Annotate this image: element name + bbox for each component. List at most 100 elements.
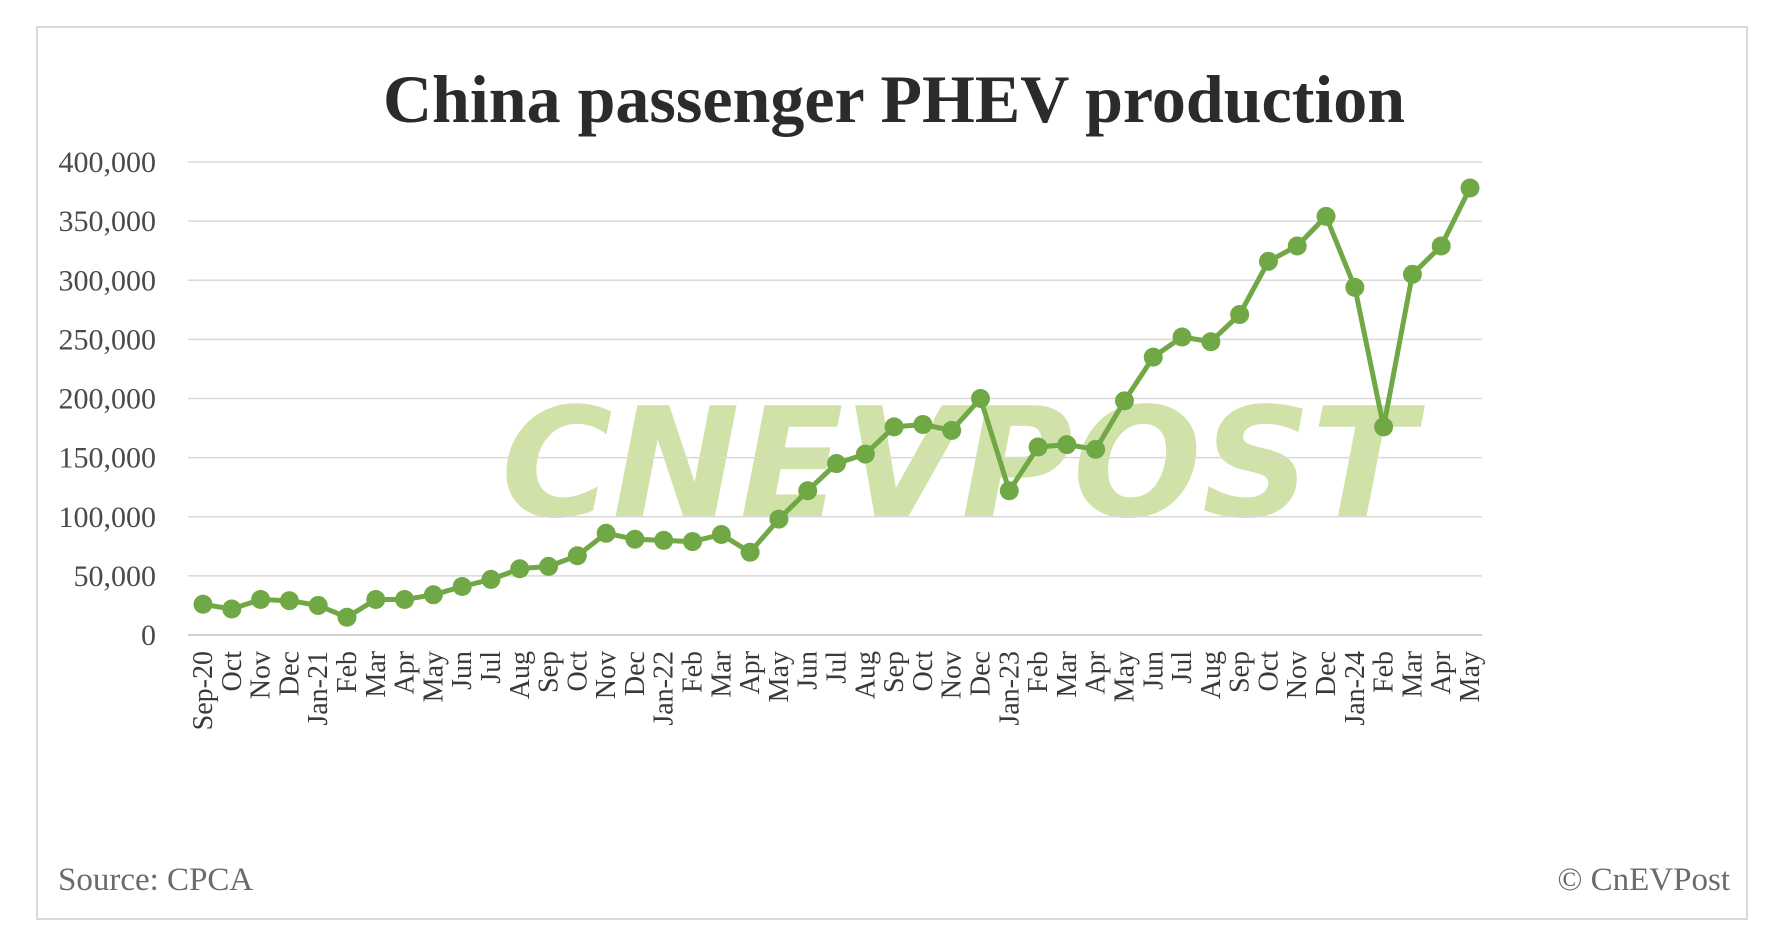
data-point bbox=[567, 546, 587, 566]
x-tick-label: Oct bbox=[217, 651, 248, 692]
data-point bbox=[452, 577, 472, 597]
data-point bbox=[625, 529, 645, 549]
x-tick-label: Mar bbox=[1052, 650, 1083, 697]
x-tick-label: Aug bbox=[850, 651, 881, 699]
data-point bbox=[769, 509, 789, 529]
x-tick-label: Nov bbox=[937, 651, 968, 699]
x-tick-label: Oct bbox=[908, 651, 939, 692]
x-tick-label: Oct bbox=[1253, 651, 1284, 692]
x-tick-label: Mar bbox=[361, 650, 392, 697]
source-note: Source: CPCA bbox=[58, 862, 253, 898]
x-tick-label: Jun bbox=[447, 651, 478, 690]
data-point bbox=[855, 444, 875, 464]
x-tick-label: Feb bbox=[332, 651, 363, 693]
data-point bbox=[913, 415, 933, 435]
data-point bbox=[510, 559, 530, 579]
data-point bbox=[395, 590, 415, 610]
y-tick-label: 200,000 bbox=[59, 383, 157, 416]
x-tick-label: Jul bbox=[1167, 651, 1198, 684]
x-tick-label: Sep bbox=[534, 651, 565, 693]
x-tick-label: Nov bbox=[1282, 651, 1313, 699]
y-tick-label: 400,000 bbox=[59, 146, 157, 179]
x-tick-label: Mar bbox=[706, 650, 737, 697]
x-tick-label: Dec bbox=[1311, 651, 1342, 696]
data-point bbox=[539, 556, 559, 576]
data-point bbox=[1316, 206, 1336, 226]
data-point bbox=[798, 481, 818, 501]
x-tick-label: Dec bbox=[274, 651, 305, 696]
data-point bbox=[481, 569, 501, 589]
watermark-logo: CNEVPOST bbox=[501, 375, 1425, 552]
x-tick-label: May bbox=[1109, 651, 1140, 702]
data-point bbox=[222, 599, 242, 619]
data-point bbox=[884, 417, 904, 437]
data-point bbox=[1201, 332, 1221, 352]
data-point bbox=[366, 590, 386, 610]
x-tick-label: May bbox=[764, 651, 795, 702]
data-point bbox=[279, 591, 299, 611]
x-tick-label: Feb bbox=[1369, 651, 1400, 693]
x-axis: Sep-20OctNovDecJan-21FebMarAprMayJunJulA… bbox=[188, 650, 1486, 730]
x-tick-label: Jul bbox=[476, 651, 507, 684]
x-tick-label: Dec bbox=[965, 651, 996, 696]
data-point bbox=[1086, 439, 1106, 459]
data-point bbox=[193, 594, 213, 614]
y-axis: 0 50,000 100,000 150,000 200,000 250,000 300,0… bbox=[59, 146, 157, 652]
data-point bbox=[1402, 264, 1422, 284]
x-tick-label: Jun bbox=[1138, 651, 1169, 690]
x-tick-label: Feb bbox=[678, 651, 709, 693]
data-point bbox=[308, 595, 328, 615]
data-point bbox=[1114, 391, 1134, 411]
gridlines bbox=[188, 161, 1482, 636]
data-point bbox=[1287, 236, 1307, 256]
data-point bbox=[711, 524, 731, 544]
data-point bbox=[1374, 417, 1394, 437]
data-point bbox=[827, 454, 846, 474]
x-tick-label: Sep bbox=[1225, 651, 1256, 693]
x-tick-label: Jan-21 bbox=[303, 651, 334, 726]
x-tick-label: Jul bbox=[822, 651, 853, 684]
chart-title: China passenger PHEV production bbox=[383, 61, 1405, 137]
x-tick-label: Jan-23 bbox=[994, 651, 1025, 726]
credit-note: © CnEVPost bbox=[1557, 862, 1730, 898]
y-tick-label: 350,000 bbox=[59, 205, 157, 238]
x-tick-label: Nov bbox=[591, 651, 622, 699]
x-tick-label: Jan-24 bbox=[1340, 651, 1371, 726]
y-tick-label: 0 bbox=[141, 619, 156, 652]
x-tick-label: Apr bbox=[1081, 650, 1112, 694]
y-tick-label: 100,000 bbox=[59, 501, 157, 534]
series-line bbox=[193, 178, 1480, 627]
data-point bbox=[1345, 277, 1365, 297]
data-point bbox=[942, 420, 962, 440]
x-tick-label: Apr bbox=[735, 650, 766, 694]
x-tick-label: Dec bbox=[620, 651, 651, 696]
x-tick-label: Apr bbox=[390, 650, 421, 694]
x-tick-label: Oct bbox=[562, 651, 593, 692]
x-tick-label: Nov bbox=[246, 651, 277, 699]
y-tick-label: 300,000 bbox=[59, 264, 157, 297]
chart-frame: China passenger PHEV production CNEVPOST… bbox=[36, 26, 1748, 920]
data-point bbox=[596, 523, 616, 543]
y-tick-label: 250,000 bbox=[59, 323, 157, 356]
x-tick-label: Jan-22 bbox=[649, 651, 680, 726]
line-chart: China passenger PHEV production CNEVPOST… bbox=[58, 61, 1730, 898]
data-point bbox=[423, 585, 443, 605]
data-point bbox=[337, 607, 357, 627]
data-point bbox=[1057, 435, 1077, 455]
x-tick-label: Aug bbox=[1196, 651, 1227, 699]
data-point bbox=[1143, 347, 1163, 367]
data-point bbox=[251, 590, 271, 610]
data-point bbox=[654, 530, 674, 550]
data-point bbox=[970, 389, 990, 408]
y-tick-label: 150,000 bbox=[59, 442, 157, 475]
data-point bbox=[1258, 251, 1278, 271]
x-tick-label: Feb bbox=[1023, 651, 1054, 693]
x-tick-label: May bbox=[418, 651, 449, 702]
x-tick-label: Sep bbox=[879, 651, 910, 693]
data-point bbox=[1431, 236, 1451, 256]
x-tick-label: May bbox=[1455, 651, 1486, 702]
data-point bbox=[999, 481, 1019, 501]
y-tick-label: 50,000 bbox=[74, 560, 157, 593]
data-point bbox=[1028, 437, 1048, 457]
x-tick-label: Mar bbox=[1397, 650, 1428, 697]
